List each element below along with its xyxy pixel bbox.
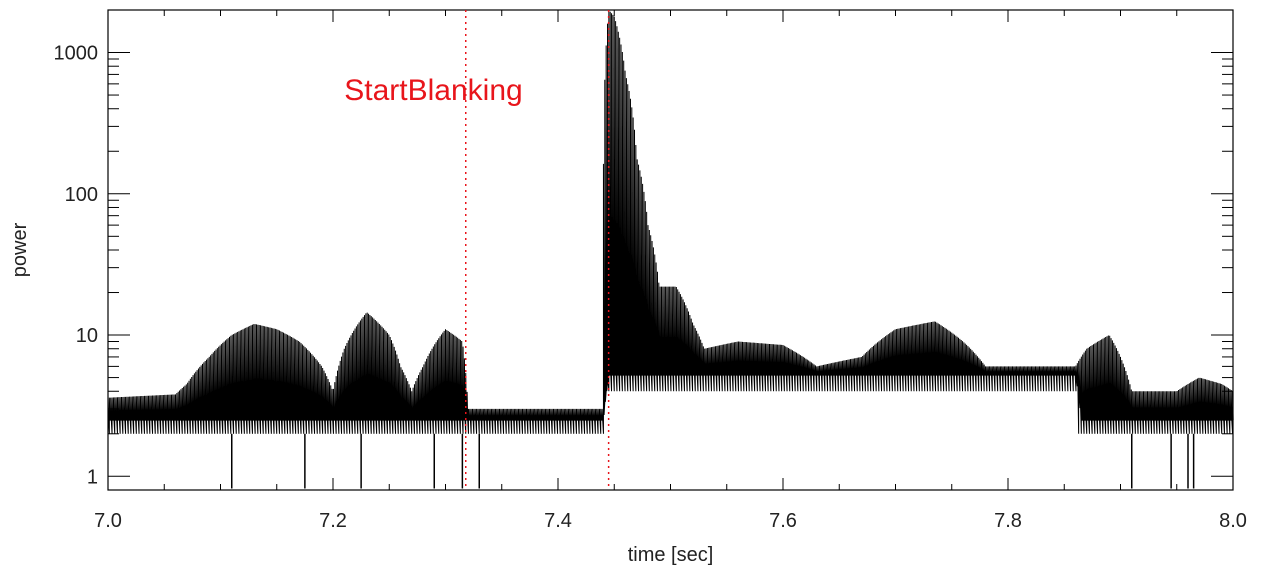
annotation-start-blanking: StartBlanking	[344, 74, 522, 107]
y-tick-label: 100	[65, 184, 98, 206]
x-tick-label: 7.2	[319, 510, 347, 532]
x-tick-label: 7.8	[994, 510, 1022, 532]
y-tick-label: 10	[76, 325, 98, 347]
x-tick-label: 8.0	[1219, 510, 1247, 532]
x-tick-label: 7.6	[769, 510, 797, 532]
x-tick-label: 7.0	[94, 510, 122, 532]
y-tick-label: 1	[87, 466, 98, 488]
x-tick-label: 7.4	[544, 510, 572, 532]
annotations: StartBlanking	[344, 74, 522, 107]
series-line	[108, 10, 1233, 434]
x-axis-title: time [sec]	[628, 544, 714, 566]
y-axis-title: power	[9, 222, 31, 277]
series-power	[108, 10, 1233, 488]
y-tick-label: 1000	[54, 43, 99, 65]
